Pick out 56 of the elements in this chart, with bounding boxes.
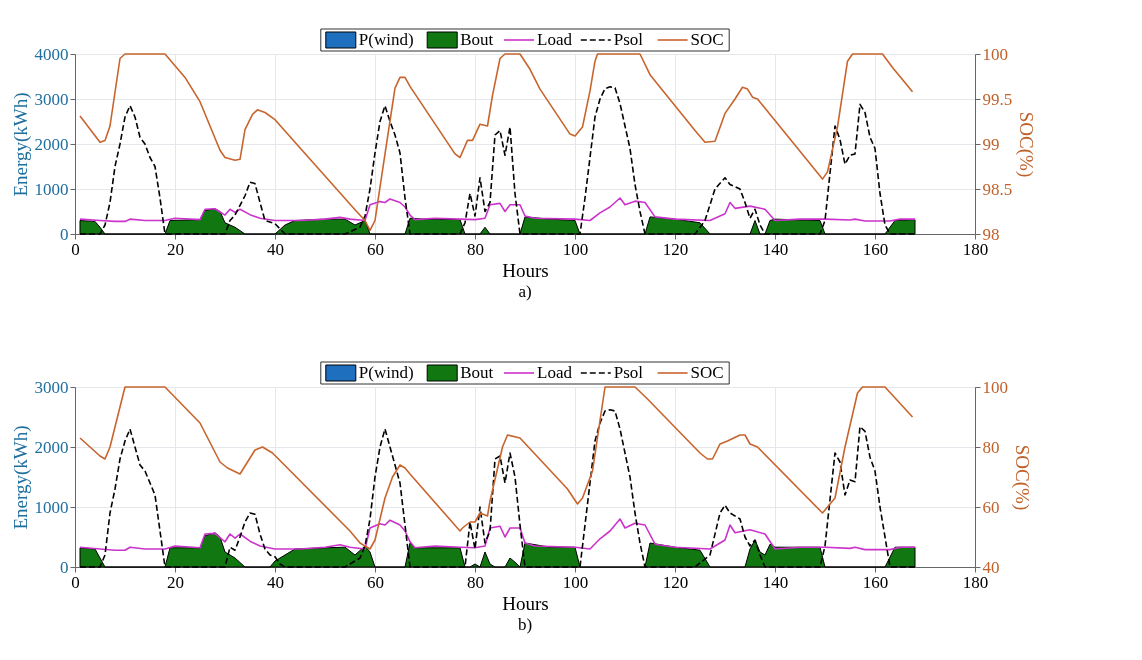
x-axis-title: Hours xyxy=(502,259,549,281)
x-tick-label: 160 xyxy=(862,572,889,592)
x-tick-label: 120 xyxy=(662,239,689,259)
x-tick-label: 60 xyxy=(367,239,384,259)
legend-label: Load xyxy=(537,363,573,382)
y-tick-label: 0 xyxy=(60,557,69,577)
y-tick-label: 3000 xyxy=(34,377,69,397)
x-axis-title: Hours xyxy=(502,592,549,614)
line-series xyxy=(79,86,916,235)
y-tick-label: 1000 xyxy=(34,179,69,199)
y-tick-label: 2000 xyxy=(34,134,69,154)
line-series xyxy=(79,197,916,223)
y2-tick-label: 100 xyxy=(982,44,1008,64)
line-series xyxy=(79,409,916,568)
y-tick-label: 0 xyxy=(60,224,69,244)
x-tick-label: 100 xyxy=(562,239,589,259)
line-series xyxy=(79,53,914,232)
legend-label: P(wind) xyxy=(358,363,414,382)
y2-axis-title: SOC(%) xyxy=(1011,444,1033,511)
y-tick-label: 1000 xyxy=(34,497,69,517)
legend-label: Psol xyxy=(613,30,644,49)
x-tick-label: 140 xyxy=(762,239,789,259)
text: a) xyxy=(518,282,532,301)
legend-label: Bout xyxy=(460,363,494,382)
x-tick-label: 80 xyxy=(467,572,484,592)
legend-label: SOC xyxy=(690,363,724,382)
x-tick-label: 40 xyxy=(267,572,284,592)
y2-tick-label: 98.5 xyxy=(982,179,1013,199)
x-tick-label: 60 xyxy=(367,572,384,592)
x-tick-label: 140 xyxy=(762,572,789,592)
x-tick-label: 100 xyxy=(562,572,589,592)
legend-label: Bout xyxy=(460,30,494,49)
text: b) xyxy=(517,615,533,634)
legend-label: P(wind) xyxy=(358,30,414,49)
y2-tick-label: 60 xyxy=(982,497,1000,517)
x-tick-label: 20 xyxy=(167,572,184,592)
line-series xyxy=(79,518,916,551)
y2-tick-label: 80 xyxy=(982,437,1000,457)
y2-axis-title: SOC(%) xyxy=(1015,111,1038,178)
legend-label: Load xyxy=(537,30,573,49)
line-series xyxy=(79,386,914,550)
y2-tick-label: 100 xyxy=(982,377,1008,397)
x-tick-label: 20 xyxy=(167,239,184,259)
y-tick-label: 4000 xyxy=(34,44,69,64)
y-tick-label: 2000 xyxy=(34,437,69,457)
x-tick-label: 80 xyxy=(467,239,484,259)
y-axis-title: Energy(kWh) xyxy=(9,92,32,197)
legend-label: Psol xyxy=(613,363,644,382)
x-tick-label: 160 xyxy=(862,239,889,259)
y-tick-label: 3000 xyxy=(34,89,69,109)
y-axis-title: Energy(kWh) xyxy=(9,425,32,530)
y2-tick-label: 99 xyxy=(982,134,1000,154)
legend-label: SOC xyxy=(690,30,724,49)
y2-tick-label: 99.5 xyxy=(982,89,1013,109)
x-tick-label: 40 xyxy=(267,239,284,259)
x-tick-label: 120 xyxy=(662,572,689,592)
